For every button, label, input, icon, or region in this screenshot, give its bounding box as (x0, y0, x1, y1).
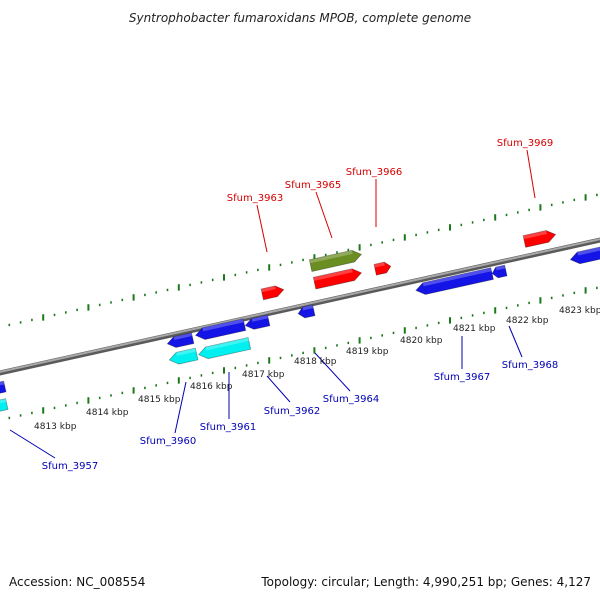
gene-arrow (415, 267, 494, 295)
gene-arrow (491, 264, 508, 279)
tick-label: 4821 kbp (453, 324, 496, 334)
label-connector (9, 429, 56, 459)
gene-label: Sfum_3962 (264, 406, 320, 417)
gene-arrow (522, 230, 557, 248)
tick-label: 4814 kbp (86, 408, 129, 418)
tick-label: 4816 kbp (190, 382, 233, 392)
gene-label: Sfum_3967 (434, 372, 490, 383)
label-connector (315, 191, 333, 239)
gene-label: Sfum_3966 (346, 167, 402, 178)
tick-rows (8, 193, 598, 420)
gene-arrow (569, 245, 600, 265)
gene-label: Sfum_3960 (140, 436, 196, 447)
gene-features (0, 230, 600, 413)
tick-label: 4820 kbp (400, 336, 443, 346)
gene-arrow (166, 332, 195, 348)
topology-text: Topology: circular; Length: 4,990,251 bp… (261, 575, 591, 589)
label-connector (266, 375, 291, 403)
gene-arrow (260, 285, 285, 301)
label-connector (256, 204, 268, 253)
tick-label: 4818 kbp (294, 357, 337, 367)
tick-label: 4817 kbp (242, 370, 285, 380)
tick-label: 4819 kbp (346, 347, 389, 357)
tick-label: 4815 kbp (138, 395, 181, 405)
gene-arrow (244, 314, 271, 330)
reverse-tick-row (8, 286, 598, 420)
gene-label: Sfum_3965 (285, 180, 341, 191)
tick-labels: 4813 kbp 4814 kbp 4815 kbp 4816 kbp 4817 kbp… (34, 306, 600, 432)
gene-arrow (0, 380, 7, 395)
gene-label: Sfum_3963 (227, 193, 283, 204)
gene-label: Sfum_3957 (42, 461, 98, 472)
gene-label: Sfum_3964 (323, 394, 379, 405)
tick-label: 4822 kbp (506, 316, 549, 326)
map-title: Syntrophobacter fumaroxidans MPOB, compl… (129, 11, 471, 25)
gene-arrow (194, 318, 247, 340)
label-connector (526, 149, 536, 199)
gene-arrow (373, 261, 392, 276)
gene-label: Sfum_3969 (497, 138, 553, 149)
gene-arrow (197, 337, 252, 360)
tick-label: 4813 kbp (34, 422, 77, 432)
gene-arrow (308, 249, 363, 272)
label-connectors (9, 149, 536, 459)
tick-label: 4823 kbp (559, 306, 600, 316)
gene-label: Sfum_3968 (502, 360, 558, 371)
accession-text: Accession: NC_008554 (9, 575, 146, 589)
gene-label: Sfum_3961 (200, 422, 256, 433)
gene-arrow (297, 304, 316, 319)
genome-backbone (0, 237, 600, 376)
label-connector (174, 381, 187, 434)
gene-arrow (312, 268, 363, 290)
label-connector (508, 325, 523, 358)
gene-arrow (0, 398, 9, 413)
gene-arrow (168, 347, 199, 365)
label-connector (314, 352, 351, 392)
